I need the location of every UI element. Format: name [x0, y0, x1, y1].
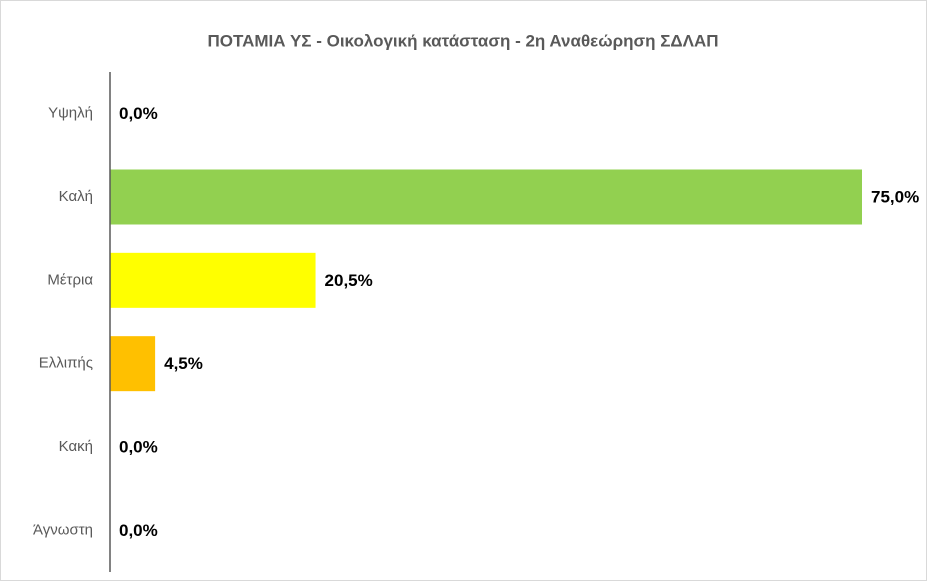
data-label: 4,5%: [164, 354, 203, 373]
y-tick-label: Καλή: [59, 188, 93, 205]
bar: [110, 169, 862, 225]
data-label: 20,5%: [325, 271, 373, 290]
y-tick-label: Ελλιπής: [39, 355, 93, 372]
y-tick-label: Άγνωστη: [33, 521, 93, 538]
data-label: 75,0%: [871, 187, 919, 206]
bar: [110, 336, 156, 392]
data-label: 0,0%: [119, 104, 158, 123]
bar: [110, 252, 316, 308]
y-tick-label: Κακή: [59, 438, 93, 455]
chart-title: ΠΟΤΑΜΙΑ ΥΣ - Οικολογική κατάσταση - 2η Α…: [207, 31, 718, 50]
data-label: 0,0%: [119, 521, 158, 540]
data-label: 0,0%: [119, 437, 158, 456]
y-tick-label: Υψηλή: [48, 105, 93, 122]
y-tick-label: Μέτρια: [47, 271, 93, 288]
